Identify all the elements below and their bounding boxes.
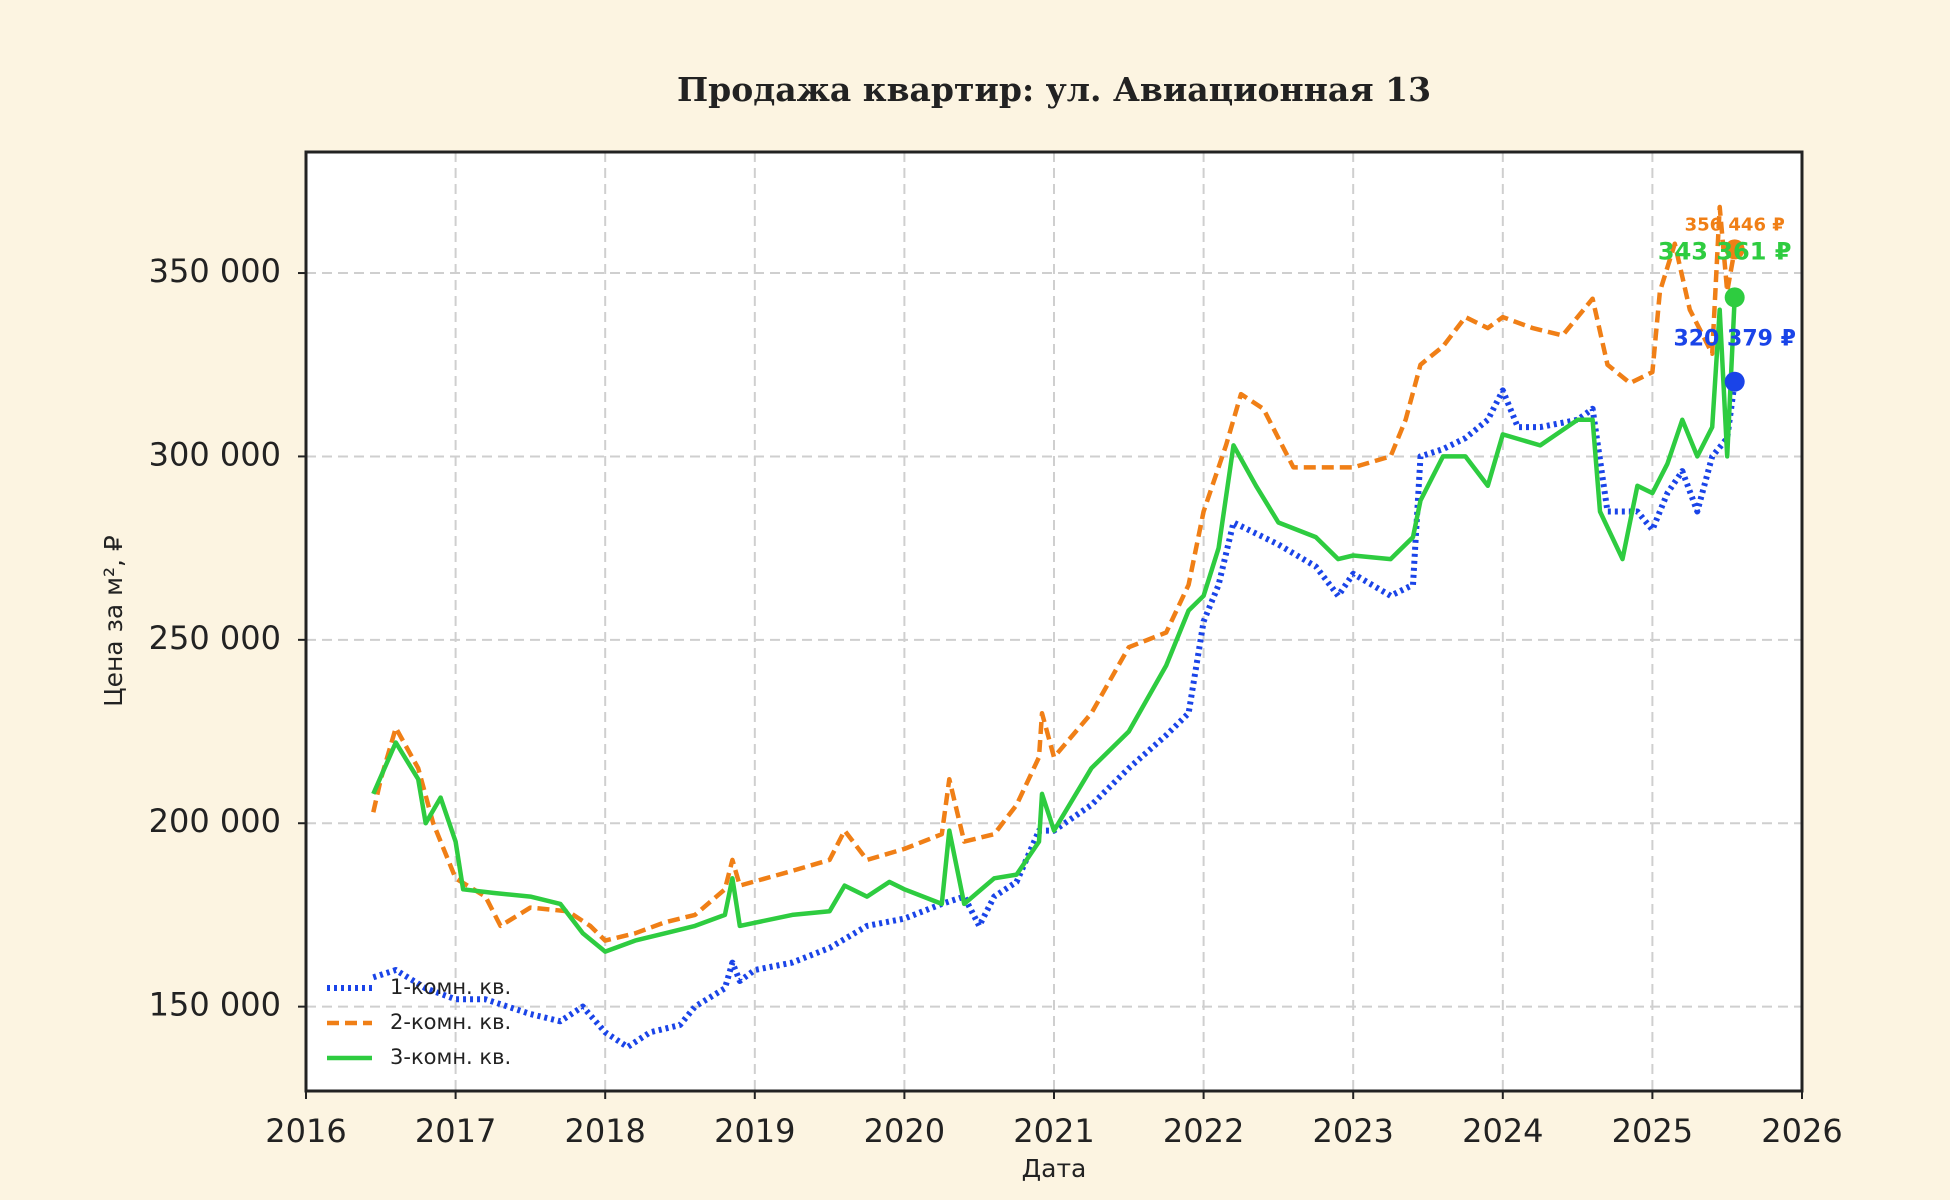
chart-title: Продажа квартир: ул. Авиационная 13: [677, 70, 1431, 109]
x-tick-label: 2021: [1013, 1112, 1094, 1150]
legend-label: 1-комн. кв.: [390, 975, 511, 999]
end-label: 343 361 ₽: [1658, 237, 1792, 265]
end-label: 356 446 ₽: [1685, 214, 1785, 235]
x-tick-label: 2017: [415, 1112, 496, 1150]
end-marker: [1724, 371, 1745, 392]
x-tick-label: 2018: [564, 1112, 645, 1150]
end-marker: [1724, 239, 1745, 260]
x-tick-label: 2022: [1163, 1112, 1244, 1150]
lines: [371, 204, 1738, 1050]
y-axis-label: Цена за м², ₽: [99, 535, 128, 707]
y-tick-label: 250 000: [149, 619, 281, 657]
y-tick-label: 300 000: [149, 435, 281, 473]
y-tick-label: 350 000: [149, 252, 281, 290]
x-tick-label: 2026: [1761, 1112, 1842, 1150]
x-tick-label: 2020: [864, 1112, 945, 1150]
y-tick-label: 200 000: [149, 802, 281, 840]
legend-label: 3-комн. кв.: [390, 1045, 511, 1069]
x-tick-label: 2016: [265, 1112, 346, 1150]
x-tick-label: 2025: [1612, 1112, 1693, 1150]
series-line: [371, 204, 1737, 943]
x-tick-label: 2019: [714, 1112, 795, 1150]
x-tick-label: 2024: [1462, 1112, 1543, 1150]
y-tick-label: 150 000: [149, 986, 281, 1024]
series-line: [372, 381, 1738, 1050]
x-axis-label: Дата: [1022, 1154, 1087, 1183]
legend-label: 2-комн. кв.: [390, 1010, 511, 1034]
end-label: 320 379 ₽: [1673, 327, 1795, 352]
series-line: [371, 297, 1737, 954]
end-marker: [1724, 287, 1745, 308]
x-tick-label: 2023: [1312, 1112, 1393, 1150]
